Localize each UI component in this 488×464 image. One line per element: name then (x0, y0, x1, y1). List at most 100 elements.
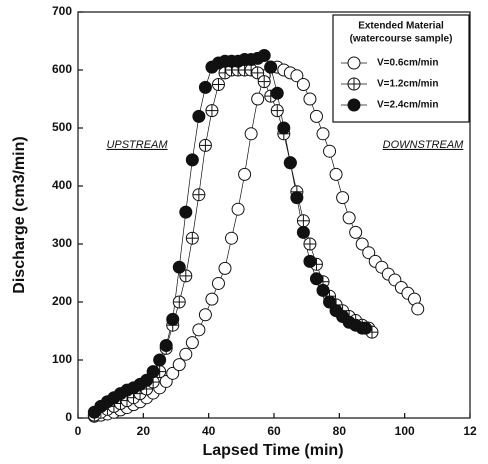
marker-circle (153, 353, 167, 367)
marker (218, 261, 232, 275)
marker (172, 295, 186, 309)
marker-circle (411, 302, 425, 316)
y-tick-label: 0 (65, 410, 72, 424)
marker-circle (185, 153, 199, 167)
marker (411, 302, 425, 316)
marker (270, 104, 284, 118)
marker-circle (251, 92, 265, 106)
x-tick-label: 100 (395, 424, 415, 438)
y-axis-label: Discharge (cm3/min) (11, 136, 28, 293)
marker (238, 167, 252, 181)
marker (172, 260, 186, 274)
marker-circle (179, 347, 193, 361)
marker (198, 308, 212, 322)
marker (166, 312, 180, 326)
marker-circle (218, 261, 232, 275)
y-tick-label: 300 (52, 236, 72, 250)
marker-circle (329, 167, 343, 181)
marker-circle (290, 69, 304, 83)
marker (198, 138, 212, 152)
marker (172, 358, 186, 372)
marker (303, 237, 317, 251)
marker-circle (316, 283, 330, 297)
y-tick-label: 200 (52, 294, 72, 308)
marker-circle (358, 321, 372, 335)
marker (303, 254, 317, 268)
marker-circle (316, 127, 330, 141)
marker (283, 156, 297, 170)
marker-circle (347, 98, 361, 112)
annotation: UPSTREAM (106, 139, 168, 151)
marker (277, 121, 291, 135)
x-tick-label: 40 (202, 424, 216, 438)
y-tick-label: 600 (52, 62, 72, 76)
marker (159, 339, 173, 352)
legend-label: V=0.6cm/min (377, 58, 438, 69)
marker (185, 231, 199, 245)
marker (303, 92, 317, 106)
marker-circle (362, 246, 376, 260)
marker (347, 56, 361, 70)
marker (316, 127, 330, 141)
marker (296, 78, 310, 91)
marker-circle (336, 191, 350, 205)
marker (358, 321, 372, 335)
marker-circle (323, 295, 337, 309)
marker-circle (277, 121, 291, 135)
marker (347, 77, 361, 91)
marker (309, 272, 323, 286)
marker-circle (172, 358, 186, 372)
marker-circle (231, 202, 245, 216)
marker-circle (347, 56, 361, 70)
marker-circle (296, 225, 310, 239)
x-tick-label: 20 (137, 424, 151, 438)
marker-circle (303, 254, 317, 268)
y-tick-label: 700 (52, 4, 72, 18)
marker (205, 292, 219, 306)
marker (179, 205, 193, 219)
marker (309, 109, 323, 123)
marker (362, 246, 376, 260)
marker-circle (185, 336, 199, 350)
marker-circle (283, 156, 297, 170)
marker (329, 167, 343, 181)
marker (257, 75, 271, 89)
marker (355, 237, 369, 251)
marker (342, 211, 356, 225)
marker-circle (198, 80, 212, 94)
marker (192, 323, 206, 337)
marker-circle (290, 191, 304, 205)
legend-title: (watercourse sample) (350, 34, 453, 45)
marker (211, 276, 225, 290)
marker (323, 295, 337, 309)
marker (257, 49, 271, 62)
marker (211, 78, 225, 91)
marker (290, 191, 304, 205)
marker-circle (140, 373, 154, 387)
marker (179, 269, 193, 283)
marker-circle (355, 237, 369, 251)
x-tick-label: 60 (267, 424, 281, 438)
marker (192, 188, 206, 202)
annotation: DOWNSTREAM (383, 139, 465, 151)
marker (205, 104, 219, 118)
marker-circle (244, 127, 258, 141)
x-tick-label: 0 (75, 424, 82, 438)
marker-circle (211, 276, 225, 290)
marker-circle (309, 272, 323, 286)
legend-title: Extended Material (358, 21, 444, 32)
marker-circle (257, 49, 271, 62)
marker-circle (192, 323, 206, 337)
marker (140, 373, 154, 387)
marker (251, 66, 265, 80)
marker (153, 353, 167, 367)
marker-circle (159, 339, 173, 352)
y-tick-label: 400 (52, 178, 72, 192)
marker (146, 365, 160, 379)
marker (349, 225, 363, 239)
marker-circle (342, 211, 356, 225)
x-tick-label: 80 (333, 424, 347, 438)
legend-label: V=1.2cm/min (377, 79, 438, 90)
y-tick-label: 100 (52, 352, 72, 366)
marker (296, 225, 310, 239)
